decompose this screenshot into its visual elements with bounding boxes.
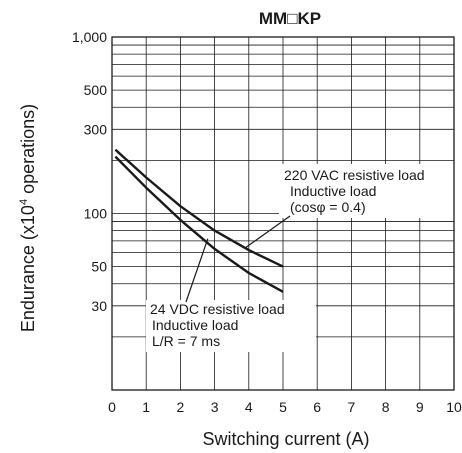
y-axis-title: Endurance (x104 operations) [18, 104, 38, 332]
series-line-1 [114, 148, 284, 268]
x-tick-label: 5 [279, 399, 287, 415]
series-layer [114, 148, 284, 293]
x-tick-label: 8 [382, 399, 390, 415]
annotation-220vac: 220 VAC resistive load Inductive load (c… [245, 164, 459, 249]
y-tick-label: 300 [84, 121, 108, 137]
x-tick-label: 7 [348, 399, 356, 415]
annotation-24vdc-line-3: L/R = 7 ms [152, 333, 220, 349]
tick-label-layer: 0 1 2 3 4 5 6 7 8 9 10 30 50 100 300 500 1,000 [72, 29, 462, 415]
x-tick-label: 10 [446, 399, 462, 415]
x-tick-label: 4 [245, 399, 253, 415]
y-tick-label: 100 [84, 206, 108, 222]
annotation-220vac-background [279, 164, 459, 218]
y-axis-title-superscript: 4 [18, 199, 30, 205]
annotation-24vdc-line-2: Inductive load [152, 317, 238, 333]
annotation-24vdc-leader [185, 238, 209, 303]
annotation-24vdc-background [146, 300, 316, 352]
x-tick-label: 3 [211, 399, 219, 415]
y-axis-title-main: Endurance (x10 [18, 205, 38, 332]
y-tick-label: 30 [91, 298, 107, 314]
annotation-24vdc-line-1: 24 VDC resistive load [150, 301, 285, 317]
x-tick-label: 6 [313, 399, 321, 415]
annotation-24vdc: 24 VDC resistive load Inductive load L/R… [146, 238, 316, 352]
x-tick-label: 2 [177, 399, 185, 415]
annotation-220vac-line-3: (cosφ = 0.4) [290, 199, 366, 215]
y-tick-label: 500 [84, 82, 108, 98]
y-tick-label: 1,000 [72, 29, 107, 45]
annotation-220vac-line-2: Inductive load [290, 183, 376, 199]
x-tick-label: 9 [416, 399, 424, 415]
chart-title: MM□KP [259, 9, 321, 28]
y-axis-title-tail: operations) [18, 104, 38, 199]
plot-frame [111, 36, 455, 391]
x-tick-label: 0 [108, 399, 116, 415]
series-line-2 [114, 155, 284, 293]
annotation-220vac-line-1: 220 VAC resistive load [284, 167, 425, 183]
x-tick-label: 1 [142, 399, 150, 415]
annotation-220vac-leader [245, 215, 291, 249]
x-axis-title: Switching current (A) [202, 429, 369, 449]
y-tick-label: 50 [91, 259, 107, 275]
